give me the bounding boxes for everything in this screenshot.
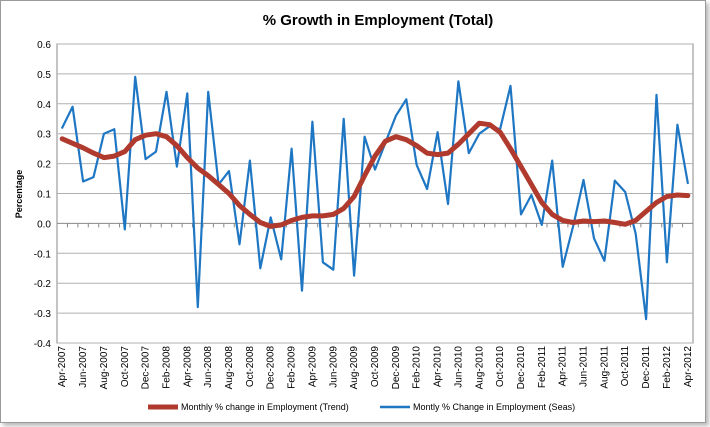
seas-series-line [61,75,689,321]
x-tick-label: Dec-2007 [141,346,152,390]
x-tick-label: Oct-2007 [120,346,131,388]
x-tick-label: Dec-2008 [266,346,277,390]
x-tick-label: Apr-2009 [307,346,318,388]
y-tick-label: -0.1 [34,249,52,260]
legend-trend-label: Monthly % change in Employment (Trend) [181,402,349,412]
x-tick-label: Feb-2011 [537,346,548,389]
x-tick-label: Apr-2010 [433,346,444,388]
y-tick-label: -0.3 [34,309,52,320]
y-axis-label: Percentage [14,170,24,219]
x-tick-label: Oct-2011 [620,346,631,387]
x-tick-label: Feb-2010 [412,346,423,389]
x-tick-label: Feb-2012 [662,346,673,389]
y-tick-label: 0.4 [37,100,51,111]
y-tick-label: 0.1 [37,190,51,201]
y-tick-label: 0.2 [37,160,51,171]
x-tick-label: Oct-2009 [370,346,381,388]
x-tick-label: Feb-2009 [287,346,298,389]
x-tick-label: Jun-2008 [203,346,214,388]
x-tick-label: Jun-2007 [78,346,89,388]
x-tick-label: Oct-2010 [495,346,506,388]
y-tick-label: 0.5 [37,70,51,81]
x-tick-label: Oct-2008 [245,346,256,388]
x-tick-label: Dec-2011 [641,346,652,389]
legend-seas-label: Montly % Change in Employment (Seas) [413,402,575,412]
x-tick-label: Aug-2008 [224,346,235,390]
x-tick-label: Jun-2011 [579,346,590,387]
y-tick-label: 0.3 [37,130,51,141]
x-tick-label: Dec-2009 [391,346,402,390]
y-tick-label: -0.4 [34,339,52,350]
x-tick-label: Jun-2009 [328,346,339,388]
x-tick-label: Aug-2007 [99,346,110,390]
x-tick-label: Apr-2007 [57,346,68,388]
x-tick-label: Apr-2011 [558,346,569,387]
x-tick-label: Aug-2011 [599,346,610,389]
x-tick-label: Feb-2008 [161,346,172,389]
x-tick-label: Aug-2010 [474,346,485,390]
x-tick-label: Apr-2012 [683,346,694,388]
y-tick-label: -0.2 [34,279,52,290]
trend-series-line [59,120,691,229]
x-tick-label: Aug-2009 [349,346,360,390]
x-tick-label: Dec-2010 [516,346,527,390]
legend: Monthly % change in Employment (Trend) M… [148,402,575,412]
chart-title: % Growth in Employment (Total) [263,12,494,29]
y-tick-label: 0.6 [37,40,51,51]
x-tick-label: Jun-2010 [453,346,464,388]
y-tick-label: 0.0 [37,219,51,230]
x-tick-label: Apr-2008 [182,346,193,388]
